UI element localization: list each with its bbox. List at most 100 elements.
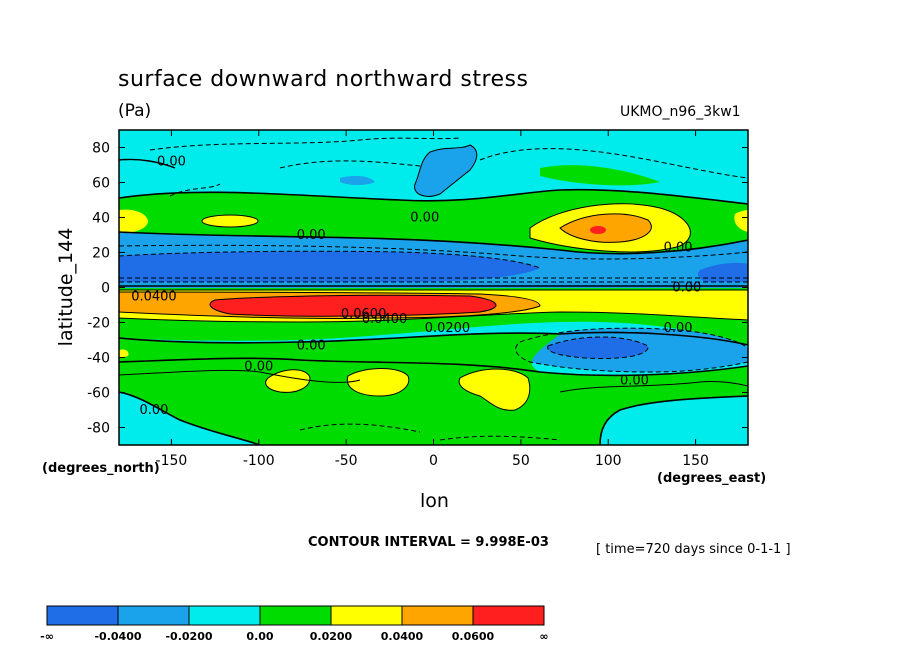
contour-south-wisp-2 — [439, 435, 561, 441]
contour-north-highlat-dash-1 — [149, 137, 461, 151]
colorbar-swatch — [472, 605, 545, 626]
fill-south-cyan-west — [119, 392, 260, 445]
contour-label: 0.00 — [244, 359, 273, 374]
contour-label: 0.00 — [410, 211, 439, 226]
y-tick-label: 40 — [92, 211, 110, 227]
fill-north-yellow-west — [119, 209, 148, 233]
fill-north-red-dot — [590, 226, 606, 234]
fill-north-blue-wisp — [340, 175, 375, 185]
contour-label: 0.00 — [297, 228, 326, 243]
fill-south-red-core — [210, 295, 497, 317]
fill-south-cyan-east — [600, 396, 748, 445]
contour-south-yellow — [119, 311, 748, 323]
colorbar-swatch — [46, 605, 119, 626]
contour-south-orange — [119, 305, 541, 320]
colorbar-swatch — [188, 605, 261, 626]
x-tick-label: 150 — [682, 453, 709, 469]
fill-north-yellow-edge — [734, 210, 748, 232]
x-tick-label: -100 — [243, 453, 275, 469]
x-tick-label: 100 — [595, 453, 622, 469]
fill-south-yellow-2 — [347, 368, 409, 396]
chart-units: (Pa) — [118, 101, 152, 121]
x-tick-label: -150 — [156, 453, 188, 469]
y-tick-label: 60 — [92, 176, 110, 192]
x-tick-label: -50 — [335, 453, 358, 469]
x-axis-unit: (degrees_east) — [657, 471, 767, 486]
fill-north-yellow-small — [202, 215, 258, 227]
y-tick-label: -20 — [87, 316, 110, 332]
model-label: UKMO_n96_3kw1 — [620, 104, 741, 120]
fill-north-blue-patch — [414, 145, 477, 197]
colorbar-swatch — [401, 605, 474, 626]
chart-title: surface downward northward stress — [118, 67, 529, 92]
contour-south-yellow-2 — [346, 368, 410, 397]
colorbar-label: 0.00 — [246, 630, 273, 643]
contour-south-wisp-1 — [299, 423, 421, 433]
contour-label: 0.00 — [297, 338, 326, 353]
contour-north-blue-patch — [414, 144, 478, 197]
contour-label: 0.00 — [672, 281, 701, 296]
contour-north-highlat-dash-4 — [479, 148, 748, 179]
contour-label: 0.0200 — [425, 321, 471, 336]
fill-north-darkblue-east — [697, 262, 748, 282]
y-tick-label: -80 — [87, 421, 110, 437]
y-tick-label: 80 — [92, 141, 110, 157]
y-tick-label: 20 — [92, 246, 110, 262]
contour-label: 0.0400 — [131, 289, 177, 304]
contour-north-yellow-east — [529, 203, 691, 253]
fill-south-green-midlat — [119, 333, 748, 445]
contour-north-orange — [559, 213, 652, 243]
colorbar-label: -∞ — [40, 630, 54, 643]
contour-zero-midsouth — [119, 357, 748, 377]
contour-label: 0.00 — [139, 403, 168, 418]
fill-south-yellow-3 — [459, 369, 530, 411]
contour-equator-3 — [119, 291, 541, 307]
x-axis-label: lon — [420, 490, 449, 512]
colorbar-swatch — [259, 605, 332, 626]
x-tick-label: 0 — [429, 453, 438, 469]
fill-south-yellow-4 — [119, 349, 129, 358]
contour-north-topleft — [119, 158, 176, 169]
colorbar-swatch — [117, 605, 190, 626]
y-tick-label: -60 — [87, 386, 110, 402]
contour-fills — [119, 130, 748, 445]
contour-labels: 0.000.000.000.000.04000.000.06000.04000.… — [131, 155, 701, 419]
contour-zero-north — [119, 188, 748, 205]
contour-label: 0.00 — [664, 321, 693, 336]
contour-lines — [119, 137, 748, 445]
time-label: [ time=720 days since 0-1-1 ] — [596, 542, 791, 557]
colorbar-label: 0.0200 — [310, 630, 353, 643]
contour-neg-dash-2 — [119, 250, 541, 269]
contour-label: 0.00 — [620, 373, 649, 388]
contour-label: 0.0600 — [341, 307, 387, 322]
contour-south-thin-2 — [559, 381, 748, 393]
contour-north-highlat-dash-3 — [169, 183, 221, 197]
contour-interval: CONTOUR INTERVAL = 9.998E-03 — [308, 535, 549, 550]
contour-south-thin-1 — [119, 369, 361, 383]
contour-south-red — [209, 294, 497, 317]
axis-ticks: -150 -100 -50 0 50 100 150 80 60 40 20 0 -20 -40 -60 -8… — [87, 130, 748, 469]
contour-zero-southpolar — [119, 391, 261, 445]
colorbar-label: -0.0400 — [94, 630, 141, 643]
fill-south-darkblue-core — [547, 337, 649, 359]
colorbar-label: ∞ — [539, 630, 548, 643]
contour-south-darkblue — [547, 336, 649, 359]
colorbar: -∞ -0.0400 -0.0200 0.00 0.0200 0.0400 0.0600 ∞ — [40, 605, 549, 643]
colorbar-label: 0.0600 — [452, 630, 495, 643]
contour-south-yellow-3 — [458, 368, 531, 411]
contour-south-yellow-1 — [265, 369, 311, 393]
colorbar-label: 0.0400 — [381, 630, 424, 643]
contour-north-highlat-dash-2 — [279, 160, 421, 169]
fill-north-darkblue-core — [119, 251, 540, 282]
colorbar-swatch — [330, 605, 403, 626]
contour-north-yellow-small — [201, 214, 259, 228]
y-tick-label: -40 — [87, 351, 110, 367]
contour-south-blue — [515, 327, 748, 373]
contour-label: 0.00 — [664, 240, 693, 255]
contour-neg-dash-1 — [119, 244, 748, 260]
colorbar-label: -0.0200 — [165, 630, 212, 643]
y-axis-unit: (degrees_north) — [42, 461, 160, 476]
fill-north-green-wisp — [540, 165, 660, 186]
y-tick-label: 0 — [101, 281, 110, 297]
